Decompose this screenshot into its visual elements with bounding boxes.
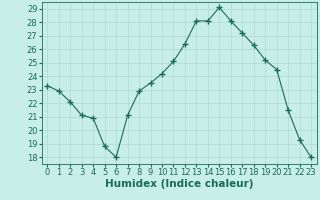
X-axis label: Humidex (Indice chaleur): Humidex (Indice chaleur) <box>105 179 253 189</box>
